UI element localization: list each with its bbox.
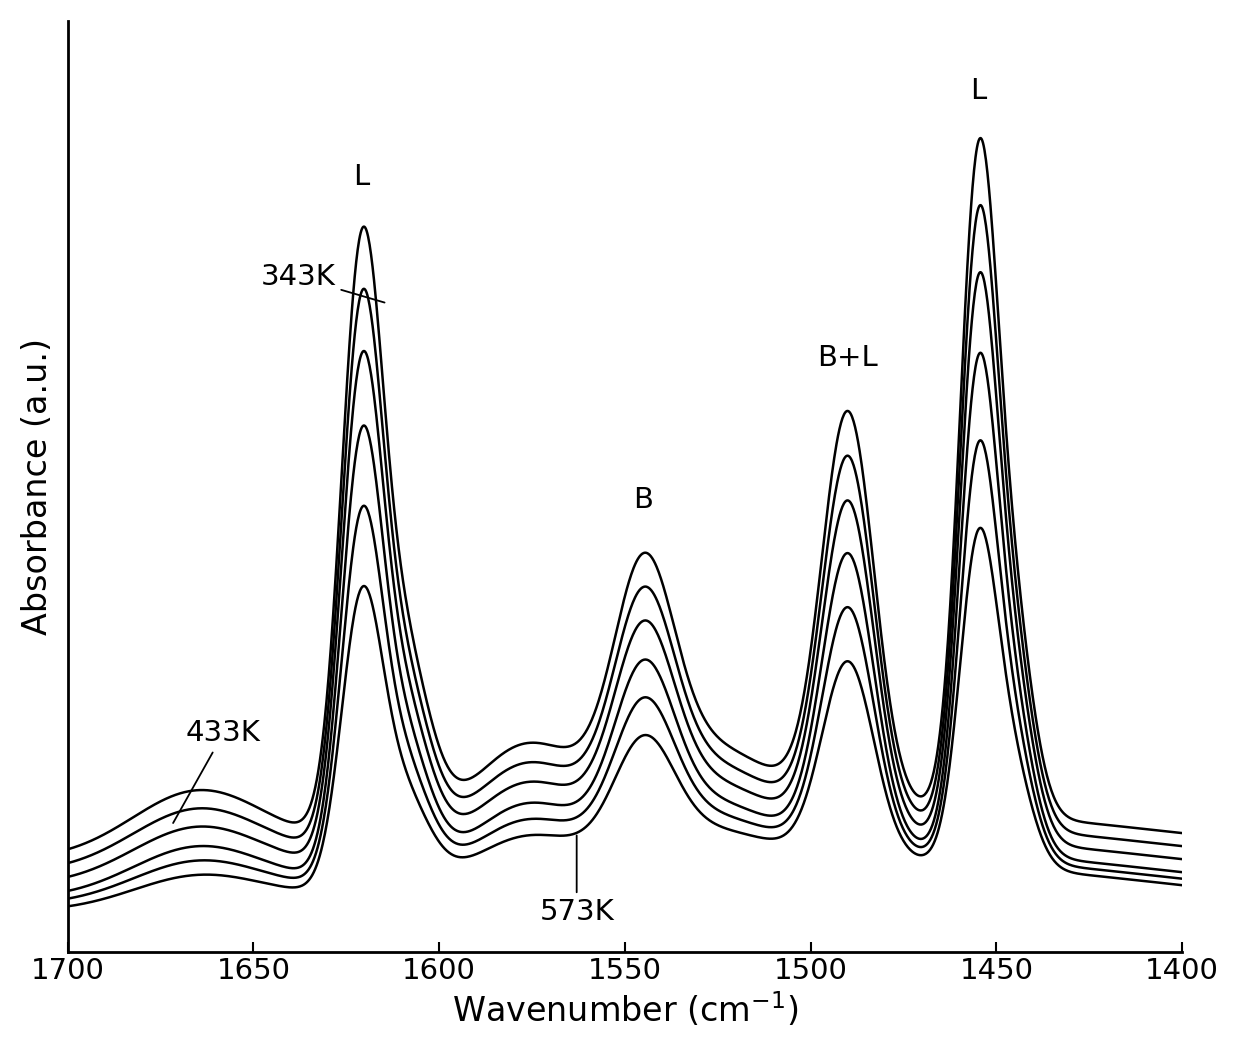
Text: B: B [634, 486, 653, 514]
Text: B+L: B+L [817, 343, 878, 372]
X-axis label: Wavenumber (cm$^{-1}$): Wavenumber (cm$^{-1}$) [451, 990, 799, 1029]
Y-axis label: Absorbance (a.u.): Absorbance (a.u.) [21, 338, 53, 635]
Text: 343K: 343K [260, 264, 384, 302]
Text: 573K: 573K [539, 836, 614, 926]
Text: L: L [353, 163, 370, 191]
Text: 433K: 433K [174, 719, 260, 823]
Text: L: L [970, 77, 986, 105]
